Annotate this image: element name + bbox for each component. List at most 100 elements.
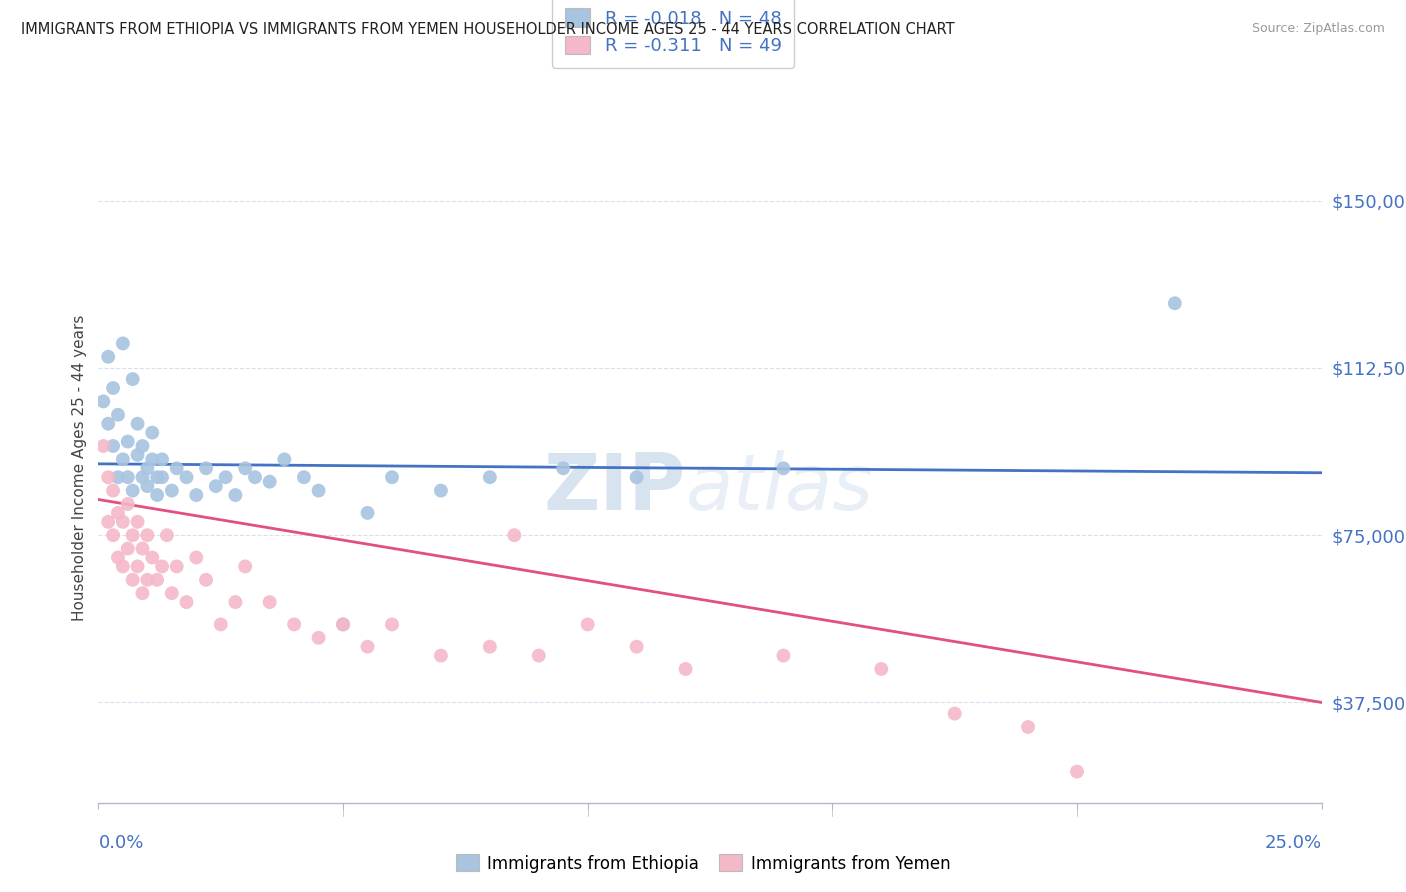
Text: ZIP: ZIP bbox=[543, 450, 686, 526]
Point bbox=[166, 461, 188, 475]
Point bbox=[478, 470, 501, 484]
Point bbox=[121, 483, 143, 498]
Point bbox=[503, 528, 526, 542]
Point bbox=[141, 425, 163, 440]
Point bbox=[214, 470, 236, 484]
Point bbox=[166, 559, 188, 574]
Point bbox=[1066, 764, 1088, 779]
Point bbox=[186, 550, 208, 565]
Point bbox=[127, 559, 149, 574]
Text: IMMIGRANTS FROM ETHIOPIA VS IMMIGRANTS FROM YEMEN HOUSEHOLDER INCOME AGES 25 - 4: IMMIGRANTS FROM ETHIOPIA VS IMMIGRANTS F… bbox=[21, 22, 955, 37]
Point bbox=[131, 439, 153, 453]
Point bbox=[101, 483, 124, 498]
Point bbox=[146, 573, 169, 587]
Point bbox=[107, 470, 129, 484]
Point bbox=[224, 595, 246, 609]
Point bbox=[233, 461, 256, 475]
Point bbox=[430, 483, 453, 498]
Point bbox=[101, 381, 124, 395]
Point bbox=[127, 448, 149, 462]
Point bbox=[332, 617, 354, 632]
Point bbox=[97, 417, 120, 431]
Point bbox=[356, 640, 378, 654]
Point bbox=[381, 617, 404, 632]
Point bbox=[101, 528, 124, 542]
Point bbox=[97, 470, 120, 484]
Point bbox=[91, 394, 114, 409]
Point bbox=[146, 470, 169, 484]
Point bbox=[772, 461, 794, 475]
Point bbox=[117, 541, 139, 556]
Point bbox=[308, 483, 330, 498]
Point bbox=[117, 470, 139, 484]
Point bbox=[131, 470, 153, 484]
Point bbox=[176, 595, 198, 609]
Point bbox=[626, 640, 648, 654]
Point bbox=[283, 617, 305, 632]
Text: Source: ZipAtlas.com: Source: ZipAtlas.com bbox=[1251, 22, 1385, 36]
Point bbox=[107, 408, 129, 422]
Point bbox=[97, 515, 120, 529]
Point bbox=[131, 541, 153, 556]
Point bbox=[772, 648, 794, 663]
Point bbox=[111, 336, 134, 351]
Text: atlas: atlas bbox=[686, 450, 873, 526]
Point bbox=[107, 550, 129, 565]
Point bbox=[1164, 296, 1187, 310]
Point bbox=[870, 662, 893, 676]
Point bbox=[160, 586, 183, 600]
Point bbox=[150, 452, 173, 467]
Point bbox=[117, 497, 139, 511]
Point bbox=[121, 573, 143, 587]
Point bbox=[1017, 720, 1039, 734]
Point bbox=[97, 350, 120, 364]
Point bbox=[356, 506, 378, 520]
Point bbox=[146, 488, 169, 502]
Point bbox=[156, 528, 179, 542]
Point bbox=[141, 550, 163, 565]
Point bbox=[273, 452, 295, 467]
Point bbox=[127, 515, 149, 529]
Point bbox=[160, 483, 183, 498]
Point bbox=[117, 434, 139, 449]
Point bbox=[243, 470, 266, 484]
Point bbox=[91, 439, 114, 453]
Point bbox=[195, 573, 218, 587]
Point bbox=[101, 439, 124, 453]
Legend: Immigrants from Ethiopia, Immigrants from Yemen: Immigrants from Ethiopia, Immigrants fro… bbox=[449, 847, 957, 880]
Point bbox=[176, 470, 198, 484]
Point bbox=[186, 488, 208, 502]
Point bbox=[136, 573, 159, 587]
Point bbox=[141, 452, 163, 467]
Point bbox=[111, 559, 134, 574]
Point bbox=[136, 479, 159, 493]
Text: 25.0%: 25.0% bbox=[1264, 834, 1322, 852]
Point bbox=[107, 506, 129, 520]
Point bbox=[205, 479, 228, 493]
Point bbox=[553, 461, 575, 475]
Y-axis label: Householder Income Ages 25 - 44 years: Householder Income Ages 25 - 44 years bbox=[72, 315, 87, 622]
Point bbox=[233, 559, 256, 574]
Point bbox=[626, 470, 648, 484]
Point bbox=[259, 475, 281, 489]
Point bbox=[332, 617, 354, 632]
Legend: R = -0.018   N = 48, R = -0.311   N = 49: R = -0.018 N = 48, R = -0.311 N = 49 bbox=[553, 0, 794, 68]
Point bbox=[381, 470, 404, 484]
Point bbox=[127, 417, 149, 431]
Point bbox=[224, 488, 246, 502]
Point bbox=[292, 470, 315, 484]
Text: 0.0%: 0.0% bbox=[98, 834, 143, 852]
Point bbox=[430, 648, 453, 663]
Point bbox=[150, 470, 173, 484]
Point bbox=[111, 515, 134, 529]
Point bbox=[943, 706, 966, 721]
Point bbox=[675, 662, 697, 676]
Point bbox=[195, 461, 218, 475]
Point bbox=[121, 372, 143, 386]
Point bbox=[136, 528, 159, 542]
Point bbox=[209, 617, 232, 632]
Point bbox=[131, 586, 153, 600]
Point bbox=[136, 461, 159, 475]
Point bbox=[121, 528, 143, 542]
Point bbox=[576, 617, 599, 632]
